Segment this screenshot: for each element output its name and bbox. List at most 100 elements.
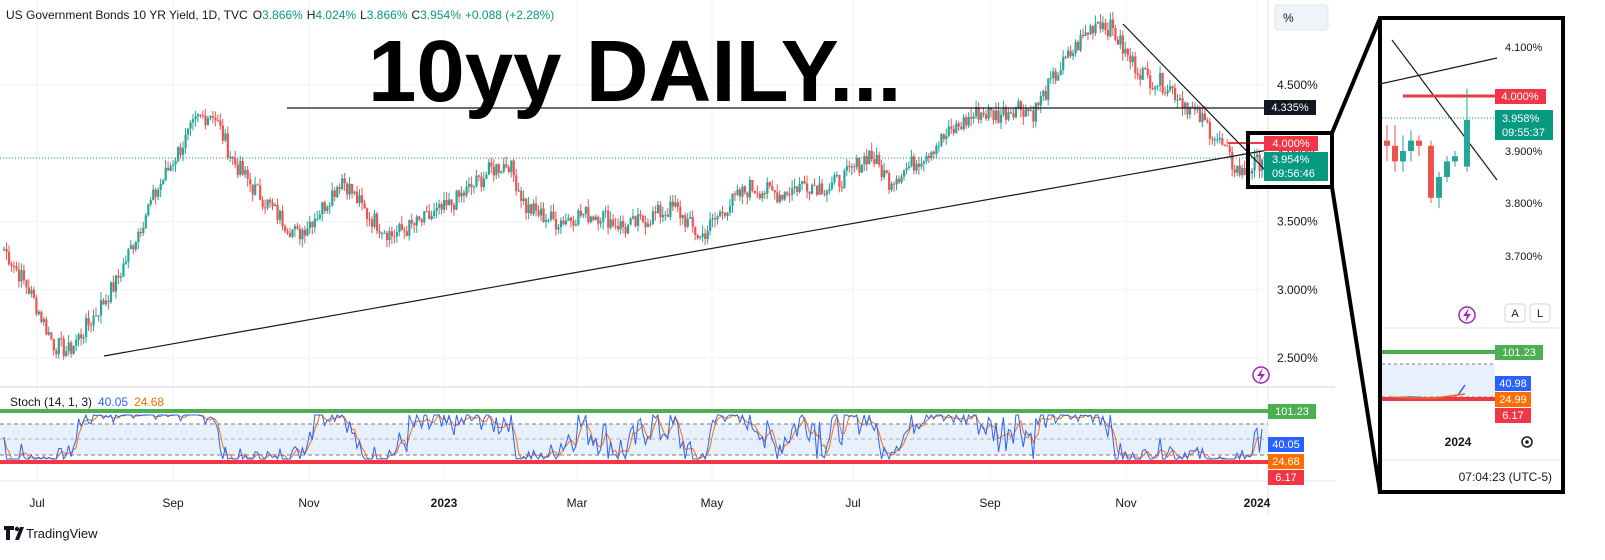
symbol-title: US Government Bonds 10 YR Yield, 1D, TVC xyxy=(6,8,248,22)
candle-body xyxy=(746,192,749,198)
candle-body xyxy=(907,166,911,168)
inset-x-tick: 2024 xyxy=(1445,435,1472,449)
candle-body xyxy=(1231,152,1234,170)
candle-body xyxy=(104,300,108,305)
candle-body xyxy=(1052,71,1055,78)
candle-body xyxy=(139,231,142,234)
candle-body xyxy=(438,204,441,208)
candle-body xyxy=(124,261,128,264)
candle-body xyxy=(1183,103,1187,109)
resistance-price-label: 4.335% xyxy=(1271,102,1309,114)
candle-body xyxy=(838,175,841,187)
candle-body xyxy=(733,193,737,195)
candle-body xyxy=(977,107,980,120)
candle-body xyxy=(1191,106,1194,108)
candle-body xyxy=(820,183,824,194)
candle-body xyxy=(681,215,684,219)
lightning-icon[interactable] xyxy=(1252,366,1270,384)
inset-down-trendline xyxy=(1391,39,1498,181)
candle-body xyxy=(316,218,319,220)
candle-body xyxy=(544,219,548,222)
candle-body xyxy=(1099,21,1102,30)
candle-body xyxy=(1161,72,1164,93)
candle-body xyxy=(152,189,155,201)
tradingview-logo[interactable] xyxy=(4,526,24,540)
candle-body xyxy=(331,190,334,207)
candle-body xyxy=(418,216,421,220)
candle-body xyxy=(455,190,458,210)
candle-body xyxy=(793,186,796,189)
candle-body xyxy=(711,218,714,220)
candle-body xyxy=(666,214,670,217)
candle-body xyxy=(679,206,682,219)
inset-stoch-band xyxy=(1382,364,1495,397)
candle-body xyxy=(622,221,625,228)
candle-body xyxy=(664,214,667,216)
candle-body xyxy=(122,263,125,277)
candle-body xyxy=(868,150,871,165)
candle-body xyxy=(1007,112,1010,120)
candle-body xyxy=(5,248,8,252)
settings-gear-icon[interactable] xyxy=(1521,436,1533,448)
candle-body xyxy=(348,183,351,195)
time-axis[interactable]: Jul Sep Nov 2023 Mar May Jul Sep Nov 2024 xyxy=(29,496,1270,510)
down-trendline[interactable] xyxy=(1122,23,1269,174)
candle-body xyxy=(1159,72,1162,86)
header-legend: US Government Bonds 10 YR Yield, 1D, TVC… xyxy=(6,8,554,22)
candle-body xyxy=(1216,139,1219,141)
candle-body xyxy=(835,175,839,177)
candle-body xyxy=(1116,39,1120,45)
x-tick-label: May xyxy=(701,496,724,510)
candle-body xyxy=(400,224,403,231)
candle-body xyxy=(278,210,282,220)
candle-body xyxy=(624,227,627,234)
candle-body xyxy=(492,166,495,176)
candle-body xyxy=(853,166,856,168)
candle-body xyxy=(1169,86,1172,91)
candle-body xyxy=(487,162,491,175)
candle-body xyxy=(1233,169,1236,173)
candle-body xyxy=(423,211,426,223)
candle-body xyxy=(955,123,958,133)
low-label: L xyxy=(360,8,367,22)
candle-body xyxy=(912,156,916,171)
candle-body xyxy=(848,165,851,168)
inset-clock[interactable]: 07:04:23 (UTC-5) xyxy=(1459,470,1552,484)
candle-body xyxy=(649,223,652,225)
candle-body xyxy=(373,213,376,227)
inset-price-axis[interactable]: 4.100% 3.900% 3.800% 3.700% xyxy=(1505,42,1543,263)
candle-body xyxy=(1238,165,1241,176)
candle-body xyxy=(830,182,834,189)
candle-body xyxy=(107,300,110,303)
price-axis[interactable]: 2.500%3.000%3.500%4.000%4.500% xyxy=(1277,78,1318,365)
candle-body xyxy=(612,219,615,226)
candle-body xyxy=(930,151,933,158)
inset-lightning-icon[interactable] xyxy=(1458,306,1476,324)
candle-body xyxy=(741,186,744,197)
candle-body xyxy=(271,202,274,207)
candle-body xyxy=(380,232,384,234)
unit-button[interactable] xyxy=(1274,4,1329,31)
candle-body xyxy=(726,212,729,216)
candle-body xyxy=(617,225,620,230)
candle-body xyxy=(40,311,43,323)
candle-body xyxy=(443,199,446,210)
inset-stoch-d-tag xyxy=(1495,392,1531,407)
support-trendline[interactable] xyxy=(103,149,1269,357)
candle-body xyxy=(321,202,324,215)
candle-body xyxy=(572,220,575,226)
candle-body xyxy=(937,145,940,147)
log-scale-button[interactable] xyxy=(1529,303,1551,323)
candle-body xyxy=(1139,74,1142,80)
candle-body xyxy=(1027,108,1030,112)
candle-body xyxy=(1101,22,1105,30)
resistance-price-tag xyxy=(1264,100,1316,115)
candle-body xyxy=(1004,107,1008,120)
candle-body xyxy=(1081,34,1085,36)
candle-body xyxy=(90,324,93,326)
candle-body xyxy=(403,230,406,232)
stoch-d-label: 24.68 xyxy=(1272,456,1300,468)
candle-body xyxy=(803,181,806,184)
auto-scale-button[interactable] xyxy=(1504,303,1526,323)
candle-body xyxy=(1059,70,1062,76)
